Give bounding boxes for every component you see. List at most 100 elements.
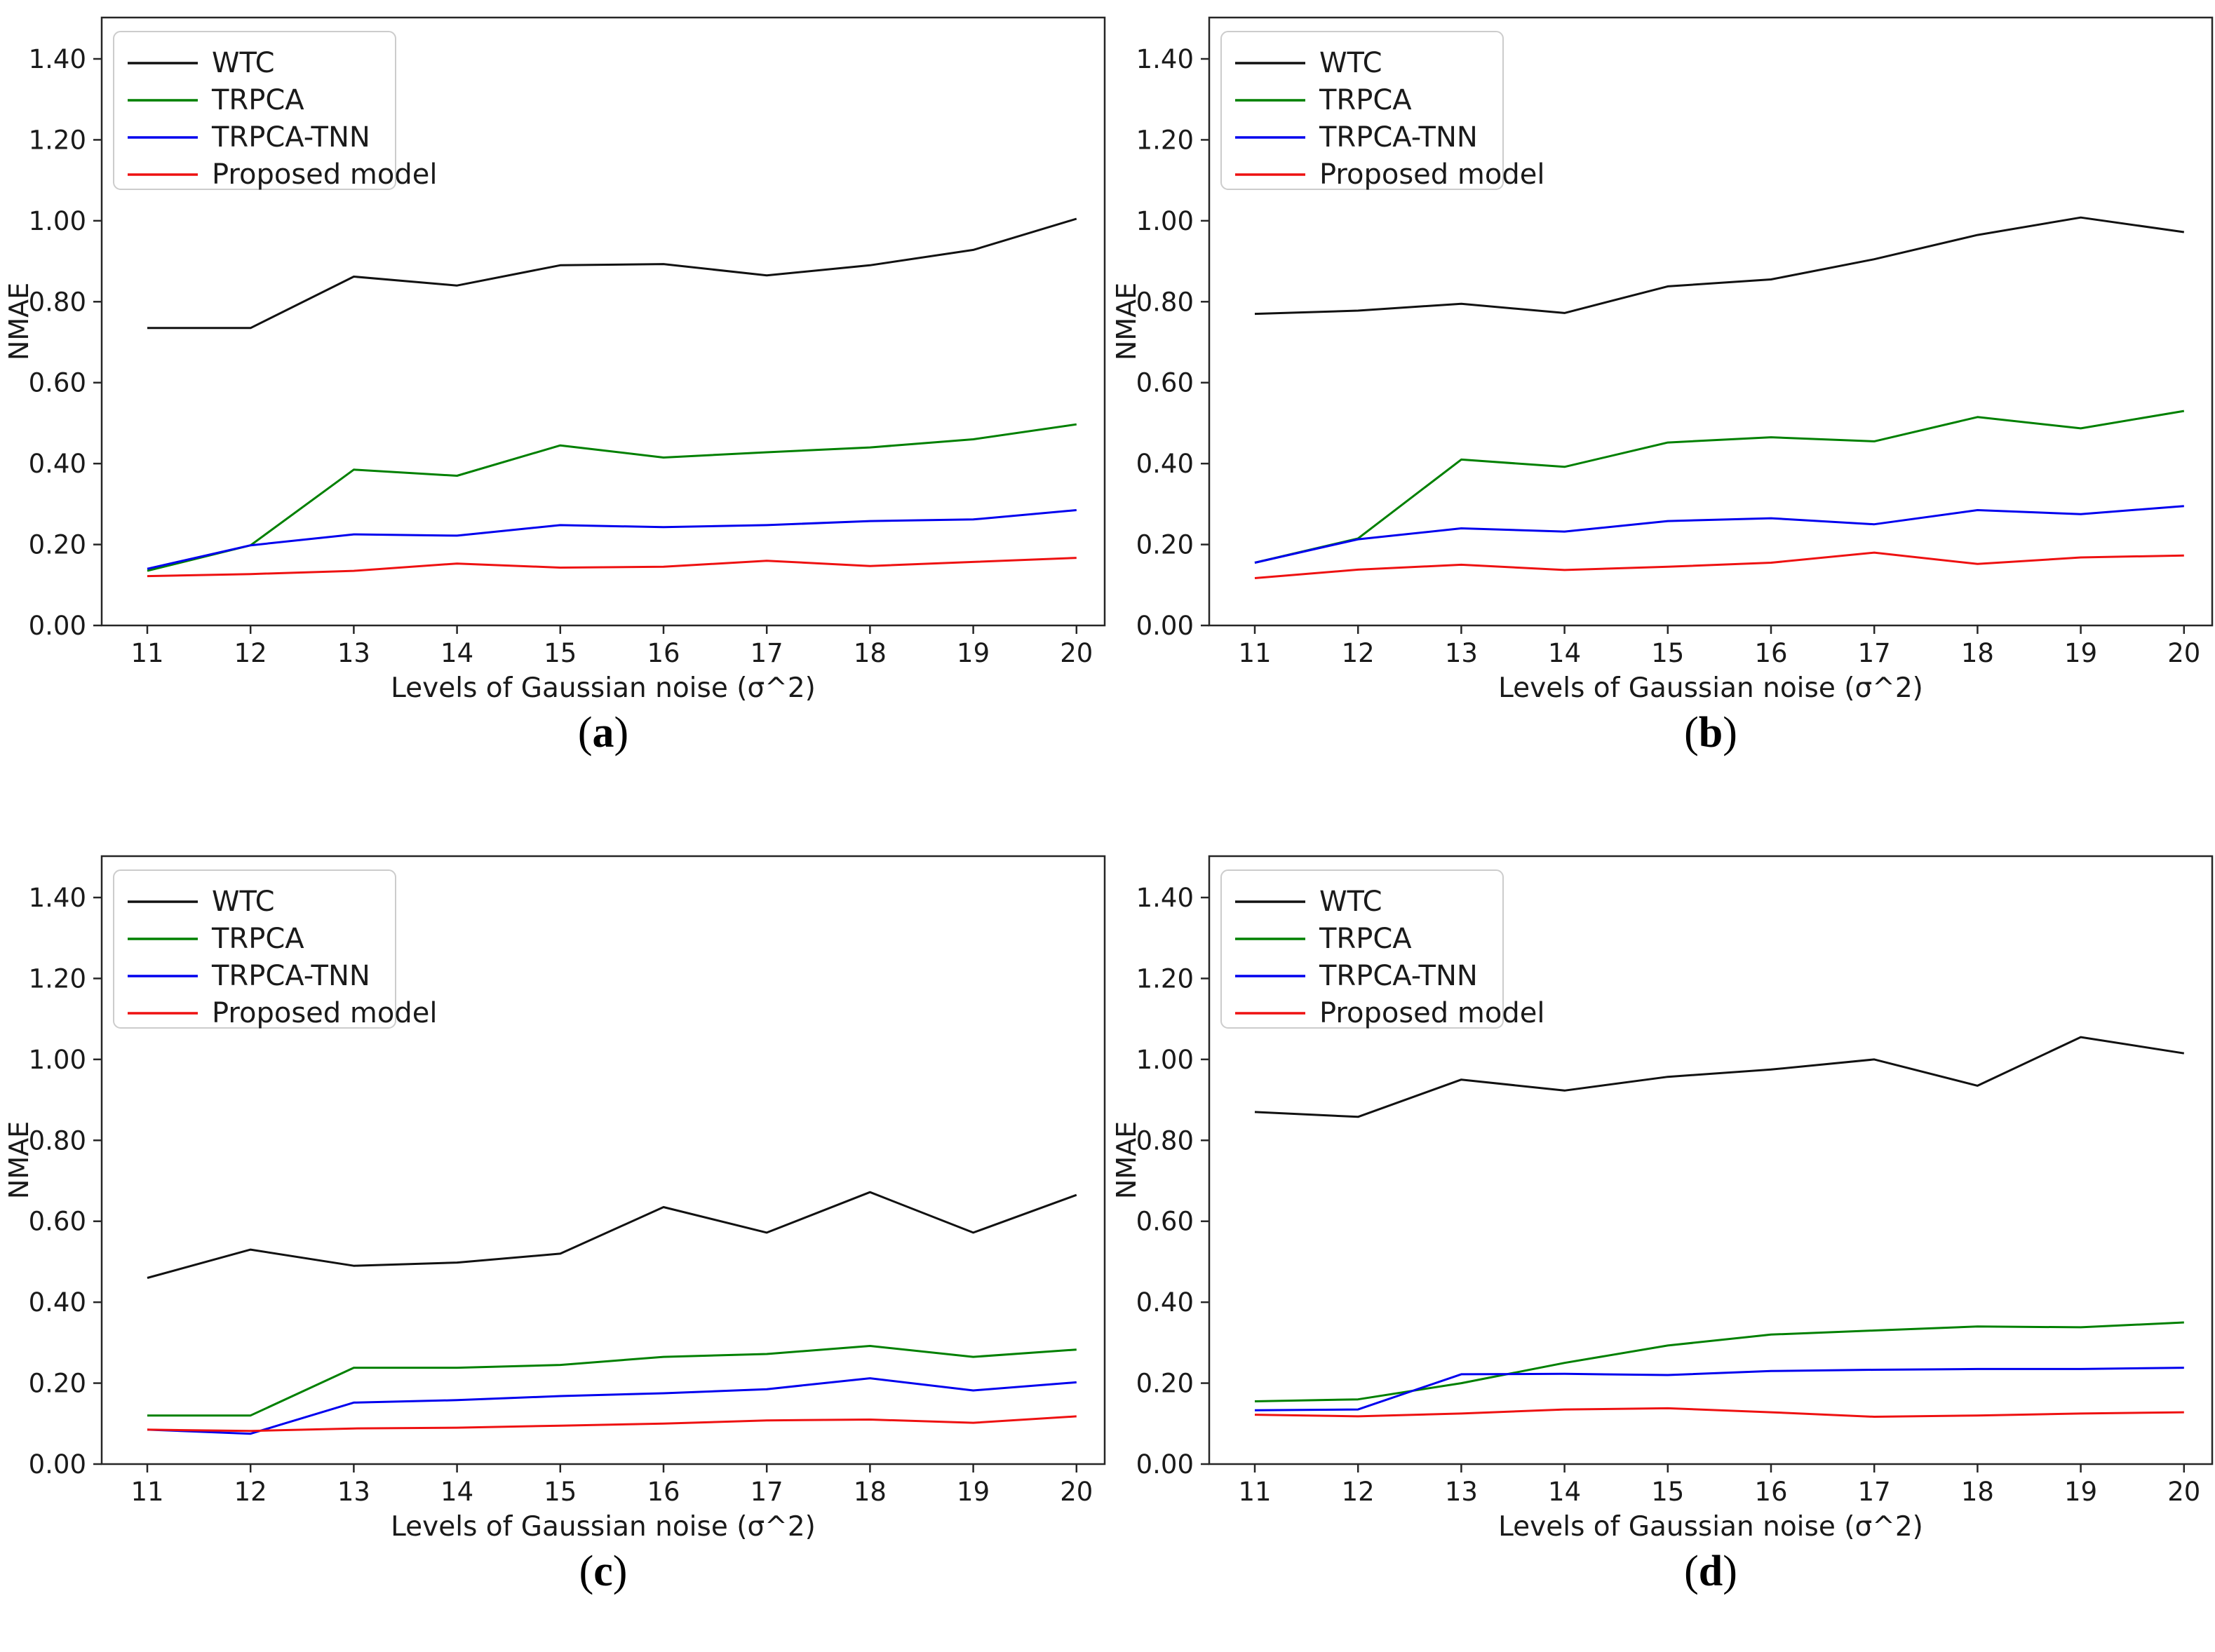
y-tick-label-c: 1.20 (29, 963, 86, 994)
y-tick-label-b: 1.40 (1136, 44, 1194, 74)
x-tick-label-c: 18 (854, 1477, 887, 1507)
y-tick-label-b: 0.40 (1136, 449, 1194, 479)
series-line-trpca (147, 1345, 1077, 1417)
y-tick-label-d: 0.80 (1136, 1125, 1194, 1156)
legend-label-wtc: WTC (1319, 886, 1382, 918)
x-tick-label-a: 19 (957, 638, 990, 668)
chart-panel-b: 0.00 0.20 0.40 0.60 0.80 1.00 1.20 1.40 11 12 13 14… (1108, 0, 2215, 813)
legend-label-trpca-tnn: TRPCA-TNN (1319, 121, 1478, 154)
series-line-wtc (147, 1191, 1077, 1279)
legend-label-proposed-model: Proposed model (1319, 158, 1544, 191)
series-line-trpca (1254, 409, 2185, 564)
caption-b-close: ) (1723, 709, 1737, 757)
legend-label-trpca-tnn: TRPCA-TNN (211, 121, 370, 154)
x-tick-label-b: 18 (1961, 638, 1994, 668)
y-axis-label-d: NMAE (1111, 1121, 1142, 1199)
x-tick-label-b: 16 (1754, 638, 1787, 668)
series-line-proposed-model (147, 1415, 1077, 1433)
y-tick-label-d: 1.40 (1136, 883, 1194, 913)
y-tick-label-c: 0.60 (29, 1207, 86, 1237)
caption-b: (b) (1209, 708, 2212, 758)
y-axis-b: 0.00 0.20 0.40 0.60 0.80 1.00 1.20 1.40 (1136, 44, 1209, 641)
caption-a: (a) (102, 708, 1105, 758)
chart-panel-a: 0.00 0.20 0.40 0.60 0.80 1.00 1.20 1.40 11 12 13 14… (0, 0, 1108, 813)
chart-panel-c: 0.00 0.20 0.40 0.60 0.80 1.00 1.20 1.40 11 12 13 14… (0, 839, 1108, 1652)
x-tick-label-a: 15 (544, 638, 577, 668)
series-line-wtc (1254, 1036, 2185, 1118)
x-tick-label-b: 11 (1238, 638, 1271, 668)
legend-label-proposed-model: Proposed model (1319, 997, 1544, 1029)
y-tick-label-c: 1.00 (29, 1045, 86, 1075)
legend-label-trpca: TRPCA (211, 923, 304, 955)
x-tick-label-c: 11 (130, 1477, 163, 1507)
x-tick-label-c: 14 (440, 1477, 473, 1507)
caption-b-open: ( (1684, 709, 1699, 757)
series-line-wtc (1254, 216, 2185, 316)
x-tick-label-d: 12 (1342, 1477, 1375, 1507)
legend-label-proposed-model: Proposed model (212, 158, 437, 191)
line-chart-c: 0.00 0.20 0.40 0.60 0.80 1.00 1.20 1.40 11 12 13 14… (4, 855, 1106, 1543)
x-tick-label-a: 20 (1060, 638, 1093, 668)
x-axis-label-d: Levels of Gaussian noise (σ^2) (1498, 1511, 1923, 1543)
y-tick-label-a: 1.00 (29, 206, 86, 236)
x-tick-label-d: 16 (1754, 1477, 1787, 1507)
x-tick-label-a: 16 (647, 638, 680, 668)
y-axis-label-b: NMAE (1111, 283, 1142, 360)
legend-box-b (1220, 31, 1504, 190)
legend-box-d (1220, 869, 1504, 1029)
chart-panel-d: 0.00 0.20 0.40 0.60 0.80 1.00 1.20 1.40 11 12 13 14… (1108, 839, 2215, 1652)
y-tick-label-c: 0.00 (29, 1449, 86, 1480)
legend-label-proposed-model: Proposed model (212, 997, 437, 1029)
caption-d-close: ) (1723, 1548, 1737, 1595)
x-tick-label-b: 17 (1858, 638, 1891, 668)
legend-d: WTC TRPCA TRPCA-TNN Proposed model (1220, 869, 1544, 1029)
y-axis-d: 0.00 0.20 0.40 0.60 0.80 1.00 1.20 1.40 (1136, 883, 1209, 1480)
x-axis-d: 11 12 13 14 15 16 17 18 19 20 (1238, 1464, 2200, 1507)
x-tick-label-c: 17 (750, 1477, 783, 1507)
x-tick-label-c: 16 (647, 1477, 680, 1507)
legend-label-wtc: WTC (212, 886, 275, 918)
x-axis-label-c: Levels of Gaussian noise (σ^2) (391, 1511, 816, 1543)
legend-c: WTC TRPCA TRPCA-TNN Proposed model (113, 869, 437, 1029)
y-tick-label-d: 0.20 (1136, 1369, 1194, 1399)
x-axis-c: 11 12 13 14 15 16 17 18 19 20 (130, 1464, 1093, 1507)
x-tick-label-b: 13 (1445, 638, 1478, 668)
x-tick-label-b: 19 (2064, 638, 2097, 668)
x-tick-label-a: 17 (750, 638, 783, 668)
x-tick-label-a: 18 (854, 638, 887, 668)
series-line-proposed-model (1254, 1407, 2184, 1418)
line-chart-a: 0.00 0.20 0.40 0.60 0.80 1.00 1.20 1.40 11 12 13 14… (4, 16, 1106, 704)
x-tick-label-a: 11 (130, 638, 163, 668)
y-tick-label-a: 0.20 (29, 530, 86, 560)
y-axis-label-a: NMAE (4, 283, 34, 360)
y-tick-label-a: 0.60 (29, 368, 86, 398)
y-tick-label-a: 1.20 (29, 125, 86, 155)
x-tick-label-b: 12 (1342, 638, 1375, 668)
y-tick-label-b: 0.00 (1136, 611, 1194, 641)
line-chart-d: 0.00 0.20 0.40 0.60 0.80 1.00 1.20 1.40 11 12 13 14… (1111, 855, 2214, 1543)
x-axis-b: 11 12 13 14 15 16 17 18 19 20 (1238, 625, 2200, 668)
y-tick-label-a: 0.40 (29, 449, 86, 479)
x-tick-label-b: 15 (1651, 638, 1684, 668)
caption-d: (d) (1209, 1547, 2212, 1597)
x-tick-label-d: 13 (1445, 1477, 1478, 1507)
caption-c-close: ) (612, 1548, 628, 1595)
caption-d-open: ( (1684, 1548, 1699, 1595)
legend-label-wtc: WTC (212, 47, 275, 79)
y-tick-label-c: 0.20 (29, 1369, 86, 1399)
x-tick-label-a: 12 (234, 638, 267, 668)
series-line-wtc (147, 217, 1077, 330)
y-tick-label-d: 0.00 (1136, 1449, 1194, 1480)
x-tick-label-c: 12 (234, 1477, 267, 1507)
x-axis-a: 11 12 13 14 15 16 17 18 19 20 (130, 625, 1093, 668)
series-line-proposed-model (1254, 551, 2184, 579)
y-axis-label-c: NMAE (4, 1121, 34, 1199)
x-tick-label-b: 14 (1548, 638, 1581, 668)
y-axis-c: 0.00 0.20 0.40 0.60 0.80 1.00 1.20 1.40 (29, 883, 102, 1480)
y-tick-label-b: 0.80 (1136, 287, 1194, 317)
x-tick-label-d: 17 (1858, 1477, 1891, 1507)
caption-a-open: ( (577, 709, 593, 757)
y-tick-label-c: 0.40 (29, 1287, 86, 1318)
caption-d-letter: d (1698, 1548, 1723, 1595)
caption-c-open: ( (579, 1548, 594, 1595)
